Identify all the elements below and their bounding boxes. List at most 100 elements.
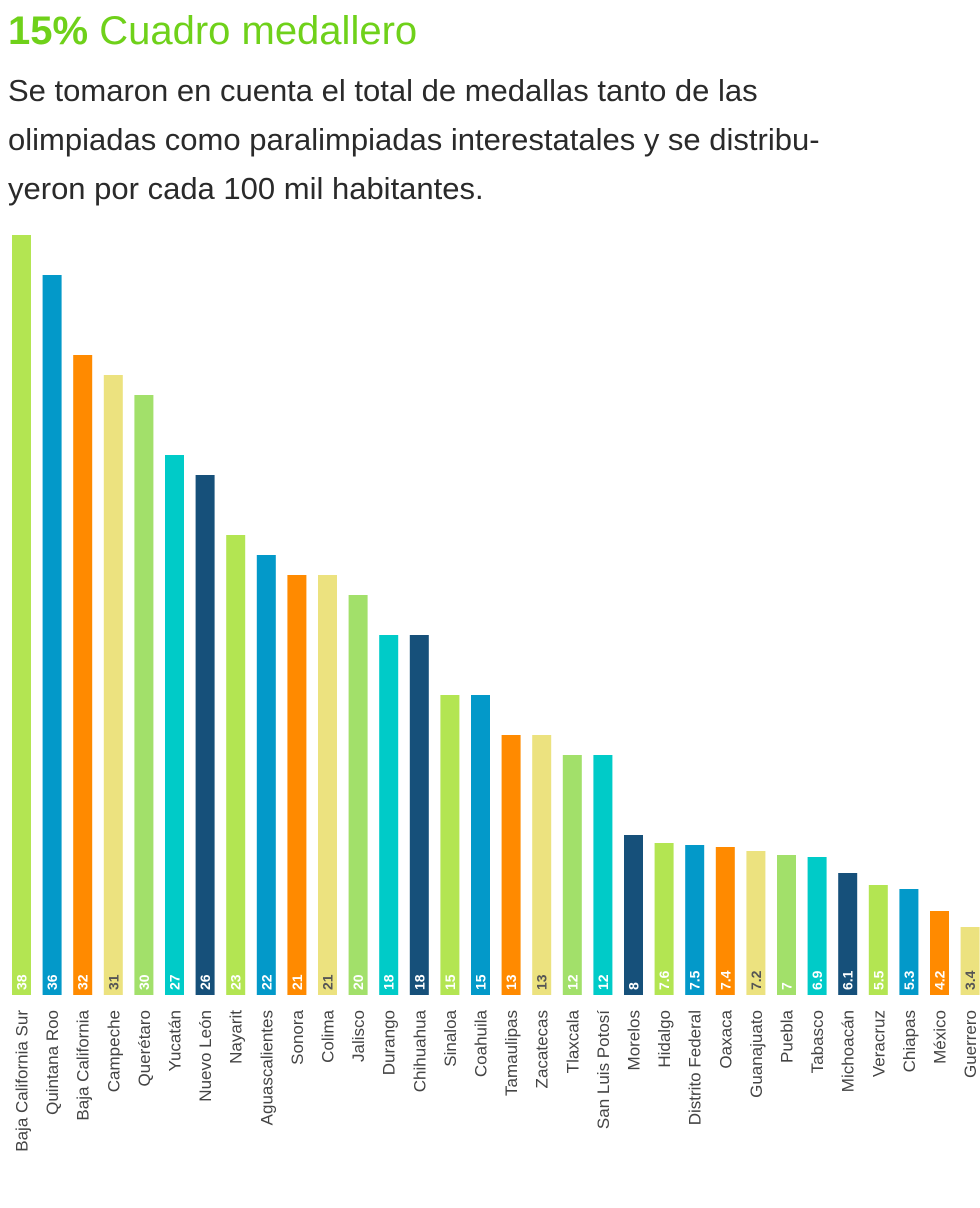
- bar: [930, 911, 949, 995]
- bar-value-label: 4.2: [932, 970, 948, 990]
- bar: [593, 755, 613, 995]
- bar: [562, 755, 582, 995]
- x-tick-label: Aguascalientes: [257, 1010, 276, 1125]
- bar-value-label: 23: [228, 974, 244, 990]
- bar-value-label: 12: [564, 974, 580, 990]
- bar: [103, 375, 123, 995]
- bar: [318, 575, 337, 995]
- bar: [42, 275, 62, 995]
- x-tick-label: Campeche: [104, 1010, 123, 1092]
- bar: [12, 235, 31, 995]
- x-tick-label: Baja California: [74, 1009, 93, 1120]
- x-tick-label: Oaxaca: [716, 1009, 735, 1068]
- x-tick-label: Chiapas: [900, 1010, 919, 1072]
- percent-label: 15%: [8, 9, 89, 53]
- description-line: Se tomaron en cuenta el total de medalla…: [8, 73, 758, 108]
- x-tick-label: Yucatán: [166, 1010, 185, 1071]
- bar-value-label: 26: [197, 974, 213, 990]
- bar-value-label: 6.1: [840, 970, 856, 990]
- x-tick-label: Nuevo León: [196, 1010, 215, 1102]
- bar-value-label: 3.4: [962, 970, 978, 990]
- x-tick-label: Tamaulipas: [502, 1010, 521, 1096]
- bar-value-label: 13: [534, 974, 550, 990]
- bar: [134, 395, 154, 995]
- bar: [960, 927, 980, 995]
- description-line: olimpiadas como paralimpiadas interestat…: [8, 122, 820, 157]
- bar-value-label: 5.5: [870, 970, 886, 990]
- bar-value-label: 7.6: [656, 970, 672, 990]
- bar-value-label: 18: [411, 974, 427, 990]
- bar-value-label: 36: [44, 974, 60, 990]
- x-tick-label: Veracruz: [869, 1010, 888, 1077]
- x-tick-label: Sinaloa: [441, 1009, 460, 1066]
- title-text: Cuadro medallero: [99, 9, 418, 53]
- bar: [195, 475, 215, 995]
- bar: [777, 855, 796, 995]
- bar-value-label: 7.4: [717, 970, 733, 990]
- bar: [838, 873, 858, 995]
- bar-value-label: 21: [320, 974, 336, 990]
- bar-value-label: 6.9: [809, 970, 825, 990]
- bar: [899, 889, 919, 995]
- x-tick-label: Guanajuato: [747, 1010, 766, 1098]
- x-tick-label: Distrito Federal: [686, 1010, 705, 1125]
- x-tick-label: Zacatecas: [533, 1010, 552, 1088]
- bar-value-label: 7.2: [748, 970, 764, 990]
- bar: [868, 885, 888, 995]
- bar: [379, 635, 399, 995]
- chart-title: 15% Cuadro medallero: [8, 8, 417, 54]
- bar-value-label: 27: [167, 974, 183, 990]
- bar-value-label: 15: [442, 974, 458, 990]
- bar: [226, 535, 246, 995]
- bar: [440, 695, 460, 995]
- bar-value-label: 38: [14, 974, 30, 990]
- x-tick-label: Baja California Sur: [13, 1010, 32, 1152]
- bar: [256, 555, 276, 995]
- x-tick-label: Quintana Roo: [43, 1010, 62, 1115]
- bar: [746, 851, 766, 995]
- x-tick-label: Michoacán: [839, 1010, 858, 1092]
- x-tick-label: Tabasco: [808, 1010, 827, 1073]
- bar-value-label: 13: [503, 974, 519, 990]
- x-tick-label: Coahuila: [472, 1009, 491, 1077]
- x-tick-label: Guerrero: [961, 1010, 980, 1078]
- bar: [501, 735, 521, 995]
- bar-value-label: 8: [626, 982, 642, 990]
- bar-value-label: 30: [136, 974, 152, 990]
- x-tick-label: Colima: [319, 1009, 338, 1062]
- bar: [409, 635, 429, 995]
- x-tick-label: Chihuahua: [410, 1009, 429, 1092]
- bar-value-label: 20: [350, 974, 366, 990]
- bar: [715, 847, 735, 995]
- x-tick-label: Morelos: [625, 1010, 644, 1070]
- x-tick-label: Tlaxcala: [563, 1009, 582, 1073]
- bar: [73, 355, 93, 995]
- bar-value-label: 7: [779, 982, 795, 990]
- bar: [654, 843, 674, 995]
- bar-value-label: 12: [595, 974, 611, 990]
- bar-value-label: 7.5: [687, 970, 703, 990]
- bar: [165, 455, 184, 995]
- x-tick-label: Sonora: [288, 1009, 307, 1064]
- x-tick-label: San Luis Potosí: [594, 1010, 613, 1129]
- bar: [287, 575, 307, 995]
- bar-value-label: 5.3: [901, 970, 917, 990]
- x-tick-label: Jalisco: [349, 1010, 368, 1062]
- description-line: yeron por cada 100 mil habitantes.: [8, 171, 484, 206]
- bar-value-label: 15: [473, 974, 489, 990]
- bar: [807, 857, 827, 995]
- x-tick-label: Querétaro: [135, 1010, 154, 1087]
- bar-value-label: 21: [289, 974, 305, 990]
- chart-description: Se tomaron en cuenta el total de medalla…: [8, 66, 968, 213]
- bar-value-label: 18: [381, 974, 397, 990]
- bar: [348, 595, 368, 995]
- x-tick-label: Nayarit: [227, 1010, 246, 1064]
- bar: [685, 845, 705, 995]
- x-tick-label: Puebla: [778, 1009, 797, 1062]
- x-tick-label: Durango: [380, 1010, 399, 1075]
- bar: [624, 835, 643, 995]
- bar-value-label: 22: [258, 974, 274, 990]
- x-tick-label: Hidalgo: [655, 1010, 674, 1068]
- bar-value-label: 31: [105, 974, 121, 990]
